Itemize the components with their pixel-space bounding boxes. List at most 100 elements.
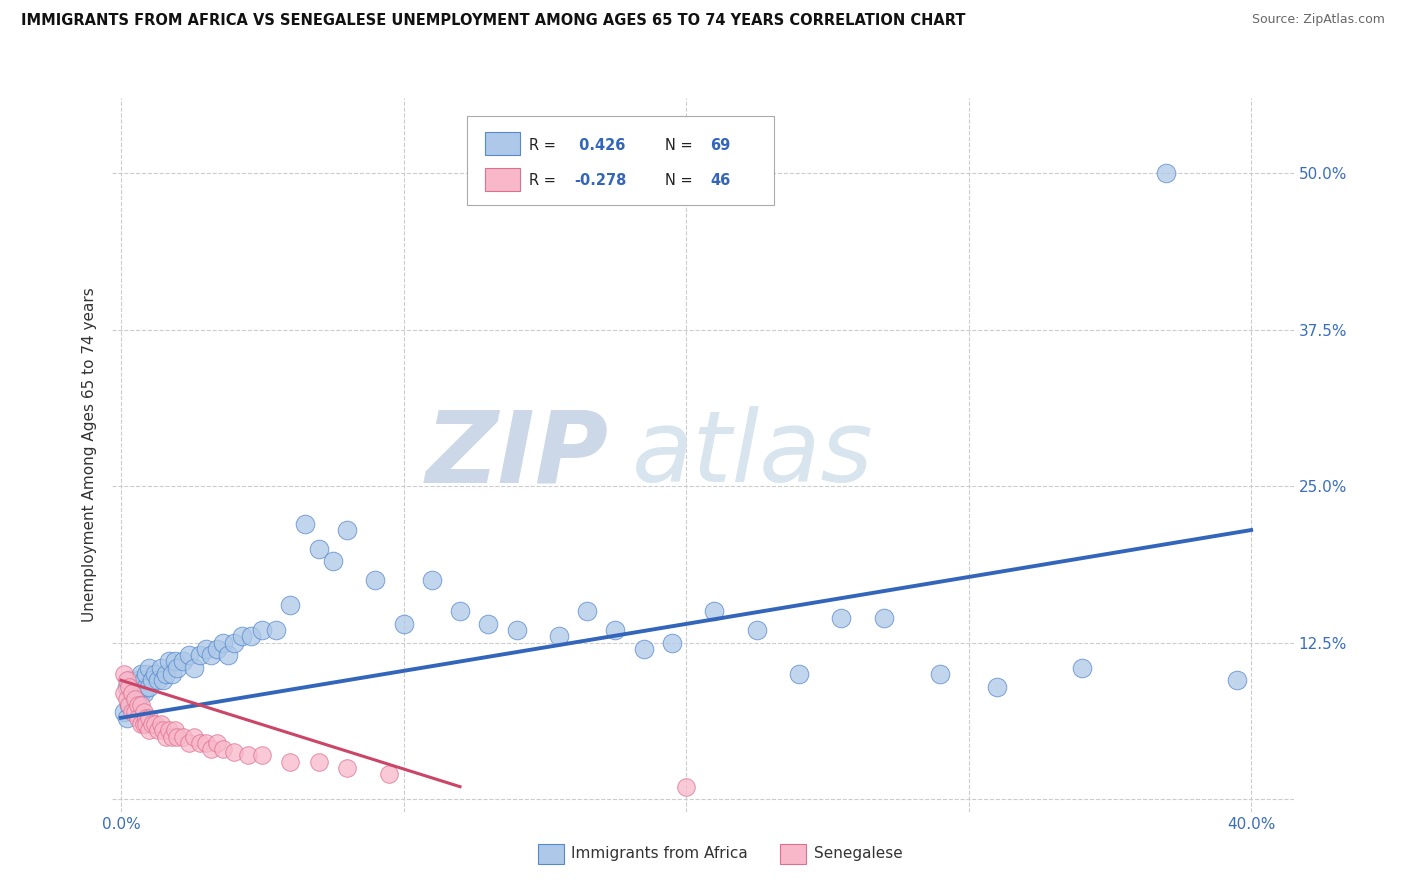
Point [1156,166,1178,180]
Point [115,692,138,706]
Point [129,686,152,700]
Text: N =: N = [665,137,697,153]
Point [177,648,200,663]
Point [112,686,135,700]
Point [129,667,152,681]
Point [548,630,571,644]
Point [121,686,143,700]
Point [200,648,222,663]
Point [141,717,163,731]
Point [420,573,443,587]
Point [124,698,146,713]
Point [280,598,302,612]
Point [138,711,160,725]
Point [661,636,683,650]
Point [152,673,174,688]
Point [239,630,262,644]
FancyBboxPatch shape [485,132,520,155]
Point [1226,673,1249,688]
FancyBboxPatch shape [537,844,564,863]
Text: ZIP: ZIP [426,407,609,503]
Text: Immigrants from Africa: Immigrants from Africa [571,847,748,862]
Point [166,730,188,744]
Point [121,705,143,719]
Point [205,736,228,750]
Point [157,723,180,738]
Point [211,742,233,756]
Point [138,661,160,675]
Y-axis label: Unemployment Among Ages 65 to 74 years: Unemployment Among Ages 65 to 74 years [82,287,97,623]
Point [127,698,149,713]
Point [392,616,415,631]
Text: 69: 69 [710,137,730,153]
Point [124,705,146,719]
Point [364,573,387,587]
FancyBboxPatch shape [467,116,773,205]
Text: Senegalese: Senegalese [814,847,903,862]
Point [477,616,499,631]
Point [157,655,180,669]
Text: R =: R = [530,137,561,153]
Point [211,636,233,650]
Point [115,680,138,694]
Point [172,730,194,744]
Point [308,755,330,769]
Point [141,673,163,688]
Text: IMMIGRANTS FROM AFRICA VS SENEGALESE UNEMPLOYMENT AMONG AGES 65 TO 74 YEARS CORR: IMMIGRANTS FROM AFRICA VS SENEGALESE UNE… [21,13,966,29]
Point [129,717,152,731]
Point [132,717,155,731]
Point [745,623,768,637]
Point [149,661,172,675]
Point [183,661,205,675]
Point [703,604,725,618]
Text: 0.426: 0.426 [574,137,626,153]
Point [163,655,186,669]
Point [124,680,146,694]
Point [121,686,143,700]
Point [143,717,166,731]
Point [166,661,188,675]
Point [266,623,288,637]
Point [124,692,146,706]
Point [115,711,138,725]
Point [188,736,211,750]
Point [149,717,172,731]
FancyBboxPatch shape [780,844,806,863]
Point [873,610,896,624]
Point [129,698,152,713]
Point [322,554,344,568]
Point [152,723,174,738]
Point [294,516,316,531]
Point [135,717,157,731]
Point [160,667,183,681]
Point [146,723,169,738]
Text: -0.278: -0.278 [574,173,627,188]
Point [222,636,245,650]
Point [505,623,527,637]
Point [177,736,200,750]
Point [112,667,135,681]
Point [222,745,245,759]
Point [135,667,157,681]
Point [205,642,228,657]
Point [155,667,177,681]
Point [986,680,1008,694]
Point [308,541,330,556]
Text: N =: N = [665,173,697,188]
Point [146,673,169,688]
Point [132,686,155,700]
Point [172,655,194,669]
Point [194,736,217,750]
Text: R =: R = [530,173,561,188]
Text: atlas: atlas [633,407,873,503]
FancyBboxPatch shape [485,168,520,191]
Point [633,642,655,657]
Point [121,692,143,706]
Point [160,730,183,744]
Point [830,610,852,624]
Point [112,705,135,719]
Point [127,692,149,706]
Text: Source: ZipAtlas.com: Source: ZipAtlas.com [1251,13,1385,27]
Point [138,723,160,738]
Point [252,748,274,763]
